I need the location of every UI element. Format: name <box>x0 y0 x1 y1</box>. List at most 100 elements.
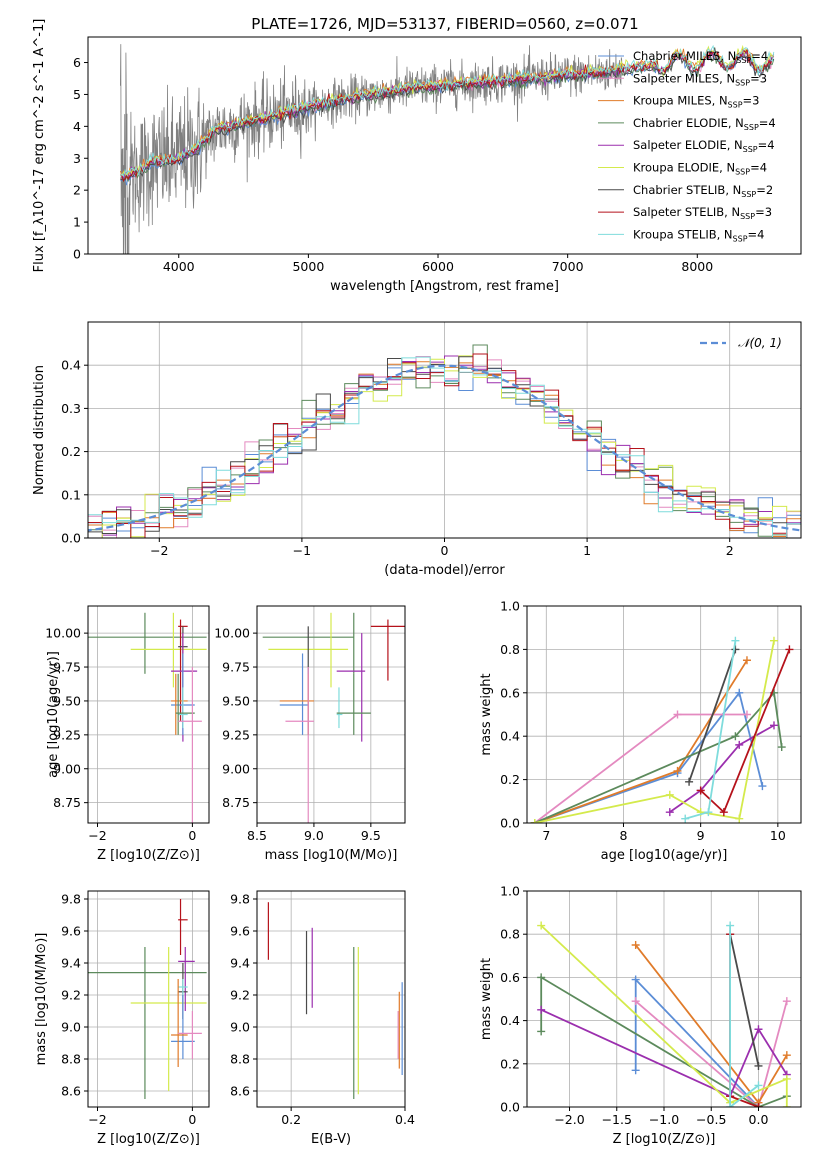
x-tick-label: 6000 <box>422 259 454 274</box>
histogram-kroupa-stelib <box>88 356 801 538</box>
y-tick-label: 0.0 <box>500 816 520 831</box>
y-tick-label: 8.6 <box>61 1084 81 1099</box>
series-marker-kroupa-elodie <box>530 819 539 823</box>
legend-label-gaussian: 𝒩(0, 1) <box>738 336 782 350</box>
y-tick-label: 0 <box>73 247 81 262</box>
series-marker-chabrier-miles <box>758 782 767 791</box>
series-marker-kroupa-stelib <box>704 808 713 817</box>
series-marker-kroupa-stelib <box>754 1081 763 1090</box>
axes-frame <box>87 36 802 255</box>
series-marker-chabrier-miles <box>631 975 640 984</box>
legend-label-chabrier-elodie: Chabrier ELODIE, NSSP=4 <box>633 116 776 132</box>
model-spectrum-salpeter-elodie <box>120 49 775 180</box>
series-line-salpeter-elodie <box>669 724 775 813</box>
series-marker-kroupa-miles <box>742 656 751 665</box>
errorbar-point-kroupa-stelib <box>178 687 188 729</box>
y-tick-label: 9.50 <box>53 693 81 708</box>
errorbar-point-chabrier-miles <box>171 995 195 1059</box>
y-tick-label: 0.4 <box>500 1013 520 1028</box>
errorbar-point-chabrier-elodie <box>175 673 195 735</box>
series-marker-kroupa-stelib <box>726 921 735 930</box>
errorbar-point-salpeter-miles <box>178 667 202 823</box>
y-axis-label: mass weight <box>479 673 494 755</box>
series-line-chabrier-miles <box>534 690 764 823</box>
series-marker-chabrier-stelib <box>754 1061 763 1070</box>
series-marker-chabrier-stelib <box>731 645 740 654</box>
x-tick-label: −2 <box>88 1112 106 1127</box>
errorbar-point-kroupa-stelib <box>336 687 343 729</box>
legend-label-kroupa-stelib: Kroupa STELIB, NSSP=4 <box>633 227 764 243</box>
y-tick-label: 9.00 <box>53 761 81 776</box>
spectrum-plot: 4000 5000 6000 7000 8000 0 1 2 3 4 5 6 wavelength [A… <box>32 19 802 294</box>
x-tick-label: 5000 <box>292 259 324 274</box>
y-tick-label: 9.2 <box>230 988 250 1003</box>
x-tick-label: 9.5 <box>361 828 381 843</box>
y-tick-label: 8.8 <box>61 1052 81 1067</box>
series-marker-salpeter-elodie <box>665 808 674 817</box>
y-tick-label: 8.75 <box>222 795 250 810</box>
errorbar-point-salpeter-elodie <box>178 947 195 1011</box>
legend-label-chabrier-miles: Chabrier MILES, NSSP=4 <box>633 49 768 65</box>
y-tick-label: 9.8 <box>61 892 81 907</box>
series-marker-salpeter-stelib <box>785 645 794 654</box>
y-tick-label: 0.6 <box>500 685 520 700</box>
series-marker-kroupa-miles <box>782 1051 791 1060</box>
legend-label-salpeter-stelib: Salpeter STELIB, NSSP=3 <box>633 205 772 221</box>
model-spectrum-kroupa-stelib <box>120 44 775 178</box>
y-tick-label: 0.8 <box>500 642 520 657</box>
y-tick-label: 0.1 <box>61 487 81 502</box>
y-tick-label: 0.0 <box>61 531 81 546</box>
x-tick-label: −1.5 <box>602 1112 632 1127</box>
plot-area <box>267 902 403 1099</box>
y-axis-label: age [log10(age/yr)] <box>46 651 61 778</box>
y-axis-label: Flux [f_λ10^-17 erg cm^-2 s^-1 A^-1] <box>32 19 47 273</box>
series-marker-salpeter-stelib <box>719 808 728 817</box>
y-tick-label: 8.75 <box>53 795 81 810</box>
plot-area <box>88 899 207 1099</box>
mass-weight-vs-metallicity-plot: −2.0 −1.5 −1.0 −0.5 0.0 0.0 0.2 0.4 0.6 0.8 1.0 Z [… <box>479 884 802 1147</box>
series-marker-kroupa-elodie <box>665 790 674 799</box>
legend-label-kroupa-miles: Kroupa MILES, NSSP=3 <box>633 94 759 110</box>
x-tick-label: 0.2 <box>281 1112 301 1127</box>
plot-area <box>88 612 207 823</box>
legend: Chabrier MILES, NSSP=4 Salpeter MILES, NS… <box>598 49 776 243</box>
series-marker-kroupa-elodie <box>537 921 546 930</box>
age-vs-mass-plot: 8.5 9.0 9.5 8.75 9.00 9.25 9.50 9.75 10.00 mass [… <box>214 605 406 863</box>
y-tick-label: 10.00 <box>45 626 81 641</box>
errorbar-point-salpeter-stelib <box>178 899 188 955</box>
errorbar-point-kroupa-miles <box>171 979 188 1067</box>
series-marker-chabrier-stelib <box>685 777 694 786</box>
x-axis-label: E(B-V) <box>311 1132 351 1147</box>
x-axis-label: (data-model)/error <box>384 563 505 578</box>
axes-frame <box>87 605 210 824</box>
gaussian-curve <box>88 364 801 532</box>
x-tick-label: 10 <box>770 828 786 843</box>
errorbar-point-salpeter-stelib <box>370 619 405 681</box>
series-marker-salpeter-miles <box>742 710 751 719</box>
model-spectrum-kroupa-elodie <box>120 44 775 177</box>
y-tick-label: 9.6 <box>61 924 81 939</box>
series-marker-kroupa-miles <box>631 941 640 949</box>
x-tick-label: 8 <box>620 828 628 843</box>
legend: 𝒩(0, 1) <box>700 336 782 350</box>
errorbar-point-kroupa-elodie <box>130 947 207 1091</box>
y-tick-label: 9.4 <box>61 956 81 971</box>
y-tick-label: 10.00 <box>214 626 250 641</box>
y-tick-label: 9.50 <box>222 693 250 708</box>
series-marker-salpeter-elodie <box>735 740 744 749</box>
y-tick-label: 0.2 <box>500 1056 520 1071</box>
series-line-kroupa-elodie <box>540 924 788 1107</box>
x-axis-label: Z [log10(Z/Z⊙)] <box>97 1132 200 1147</box>
plot-area <box>530 636 794 823</box>
y-tick-label: 9.75 <box>222 660 250 675</box>
y-tick-label: 0.4 <box>61 358 81 373</box>
series-marker-kroupa-elodie <box>782 1103 791 1107</box>
series-marker-kroupa-stelib <box>726 1103 735 1107</box>
y-tick-label: 9.25 <box>222 727 250 742</box>
mass-weight-vs-age-plot: 7 8 9 10 0.0 0.2 0.4 0.6 0.8 1.0 age [log10(age/yr… <box>479 599 802 863</box>
y-tick-label: 1 <box>73 215 81 230</box>
x-tick-label: 0 <box>188 1112 196 1127</box>
y-tick-label: 8.8 <box>230 1052 250 1067</box>
series-marker-salpeter-stelib <box>754 1103 763 1107</box>
legend-label-kroupa-elodie: Kroupa ELODIE, NSSP=4 <box>633 161 767 177</box>
